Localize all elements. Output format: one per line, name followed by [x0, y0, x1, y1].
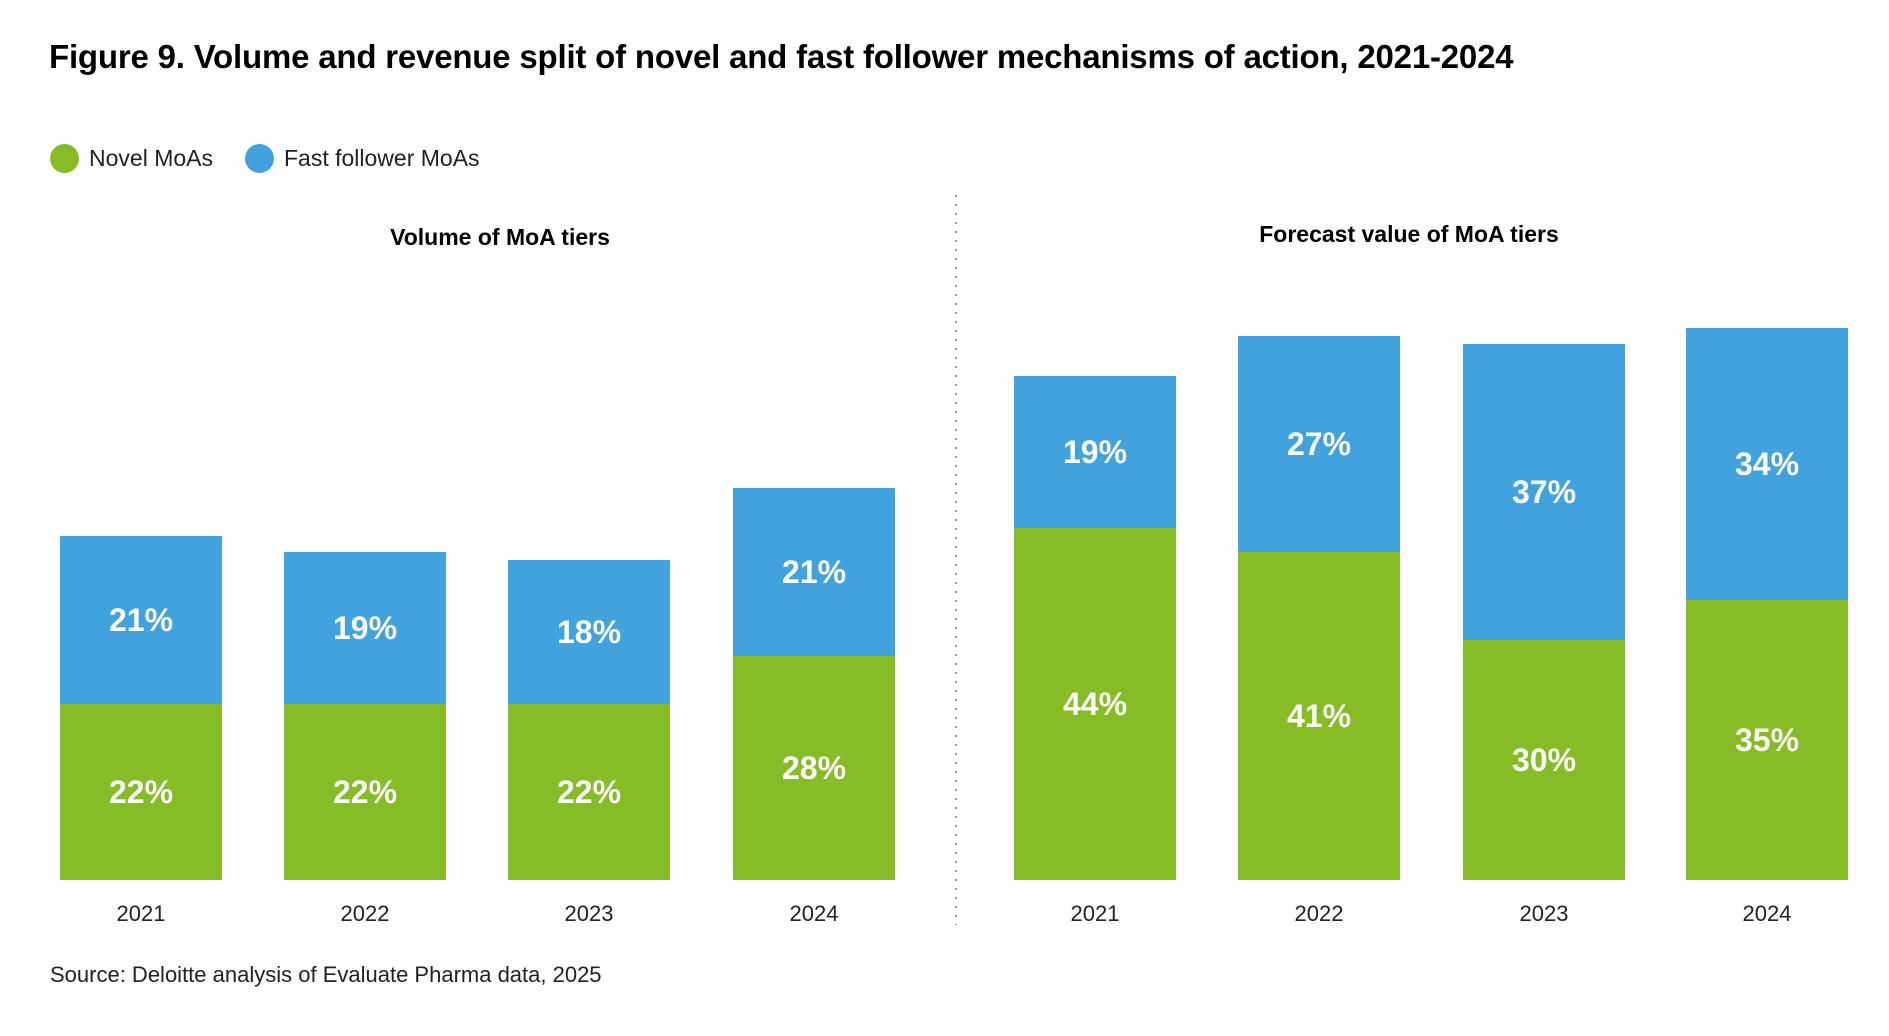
- data-label-value-novel-2024: 35%: [1735, 722, 1799, 758]
- legend-item-fast-follower: Fast follower MoAs: [244, 144, 480, 173]
- legend-label-novel: Novel MoAs: [89, 145, 213, 171]
- data-label-volume-novel-2021: 22%: [109, 774, 173, 810]
- source-note: Source: Deloitte analysis of Evaluate Ph…: [50, 962, 602, 987]
- bar-volume-fast-follower-2024: [733, 488, 895, 656]
- x-tick-label-volume-2024: 2024: [790, 901, 839, 926]
- bar-value-novel-2024: [1686, 600, 1848, 880]
- panel-title-value: Forecast value of MoA tiers: [1259, 221, 1559, 247]
- bar-volume-fast-follower-2023: [508, 560, 670, 704]
- bar-volume-novel-2023: [508, 704, 670, 880]
- bar-volume-novel-2024: [733, 656, 895, 880]
- legend: Novel MoAs Fast follower MoAs: [50, 144, 512, 173]
- bar-value-fast-follower-2023: [1463, 344, 1625, 640]
- bar-value-novel-2021: [1014, 528, 1176, 880]
- data-label-value-novel-2021: 44%: [1063, 686, 1127, 722]
- data-label-volume-novel-2024: 28%: [782, 750, 846, 786]
- data-label-volume-fast-follower-2021: 21%: [109, 602, 173, 638]
- bar-volume-novel-2022: [284, 704, 446, 880]
- bar-value-novel-2022: [1238, 552, 1400, 880]
- x-tick-label-volume-2023: 2023: [565, 901, 614, 926]
- data-label-volume-novel-2022: 22%: [333, 774, 397, 810]
- x-tick-label-value-2022: 2022: [1295, 901, 1344, 926]
- x-tick-label-value-2024: 2024: [1743, 901, 1792, 926]
- data-label-value-fast-follower-2022: 27%: [1287, 426, 1351, 462]
- figure-title: Figure 9. Volume and revenue split of no…: [49, 38, 1514, 75]
- data-label-volume-novel-2023: 22%: [557, 774, 621, 810]
- x-tick-label-volume-2022: 2022: [341, 901, 390, 926]
- bar-value-fast-follower-2022: [1238, 336, 1400, 552]
- x-tick-label-value-2021: 2021: [1071, 901, 1120, 926]
- legend-swatch-novel: [50, 144, 79, 173]
- x-tick-label-volume-2021: 2021: [117, 901, 166, 926]
- bar-volume-novel-2021: [60, 704, 222, 880]
- bar-volume-fast-follower-2022: [284, 552, 446, 704]
- data-label-volume-fast-follower-2023: 18%: [557, 614, 621, 650]
- data-label-value-fast-follower-2024: 34%: [1735, 446, 1799, 482]
- data-label-value-fast-follower-2021: 19%: [1063, 434, 1127, 470]
- bar-volume-fast-follower-2021: [60, 536, 222, 704]
- x-tick-label-value-2023: 2023: [1520, 901, 1569, 926]
- data-label-volume-fast-follower-2022: 19%: [333, 610, 397, 646]
- bar-value-fast-follower-2024: [1686, 328, 1848, 600]
- data-label-value-novel-2022: 41%: [1287, 698, 1351, 734]
- data-label-value-novel-2023: 30%: [1512, 742, 1576, 778]
- legend-swatch-fast-follower: [244, 144, 274, 173]
- bar-value-fast-follower-2021: [1014, 376, 1176, 528]
- bar-value-novel-2023: [1463, 640, 1625, 880]
- legend-label-fast-follower: Fast follower MoAs: [283, 145, 480, 171]
- panel-title-volume: Volume of MoA tiers: [390, 224, 610, 250]
- data-label-volume-fast-follower-2024: 21%: [782, 554, 846, 590]
- legend-item-novel: Novel MoAs: [50, 144, 213, 173]
- data-label-value-fast-follower-2023: 37%: [1512, 474, 1576, 510]
